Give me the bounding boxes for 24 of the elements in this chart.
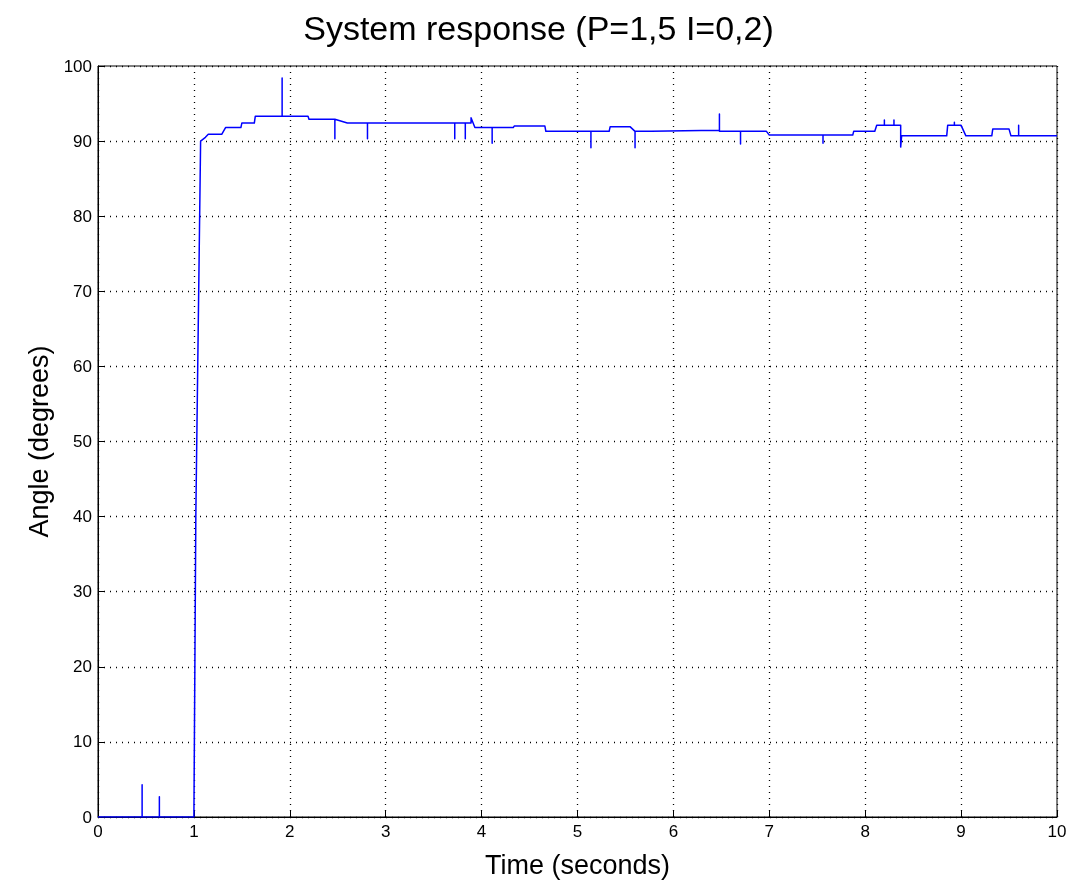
x-tick-label: 3 xyxy=(380,822,391,841)
x-tick-label: 9 xyxy=(956,822,966,841)
x-tick-label: 6 xyxy=(668,822,679,841)
y-tick-label: 90 xyxy=(73,131,92,151)
x-axis-title: Time (seconds) xyxy=(484,849,671,880)
x-tick-label: 7 xyxy=(764,822,775,841)
y-axis-title: Angle (degrees) xyxy=(23,345,54,538)
y-tick-label: 80 xyxy=(73,206,92,226)
y-tick-label: 0 xyxy=(82,807,92,827)
y-tick-label: 40 xyxy=(73,507,92,527)
chart-title: System response (P=1,5 I=0,2) xyxy=(303,9,774,47)
y-tick-label: 50 xyxy=(73,432,92,451)
y-tick-label: 30 xyxy=(73,582,92,602)
y-tick-label: 10 xyxy=(73,732,92,752)
y-tick-label: 100 xyxy=(63,56,92,76)
x-tick-label: 10 xyxy=(1047,822,1067,841)
y-tick-label: 70 xyxy=(73,281,92,301)
x-tick-label: 1 xyxy=(189,822,199,841)
x-tick-label: 2 xyxy=(285,822,295,841)
x-tick-label: 4 xyxy=(476,822,487,841)
x-tick-label: 5 xyxy=(572,822,583,841)
y-tick-label: 60 xyxy=(73,356,92,376)
y-tick-label: 20 xyxy=(73,657,92,677)
x-tick-label: 8 xyxy=(860,822,870,841)
